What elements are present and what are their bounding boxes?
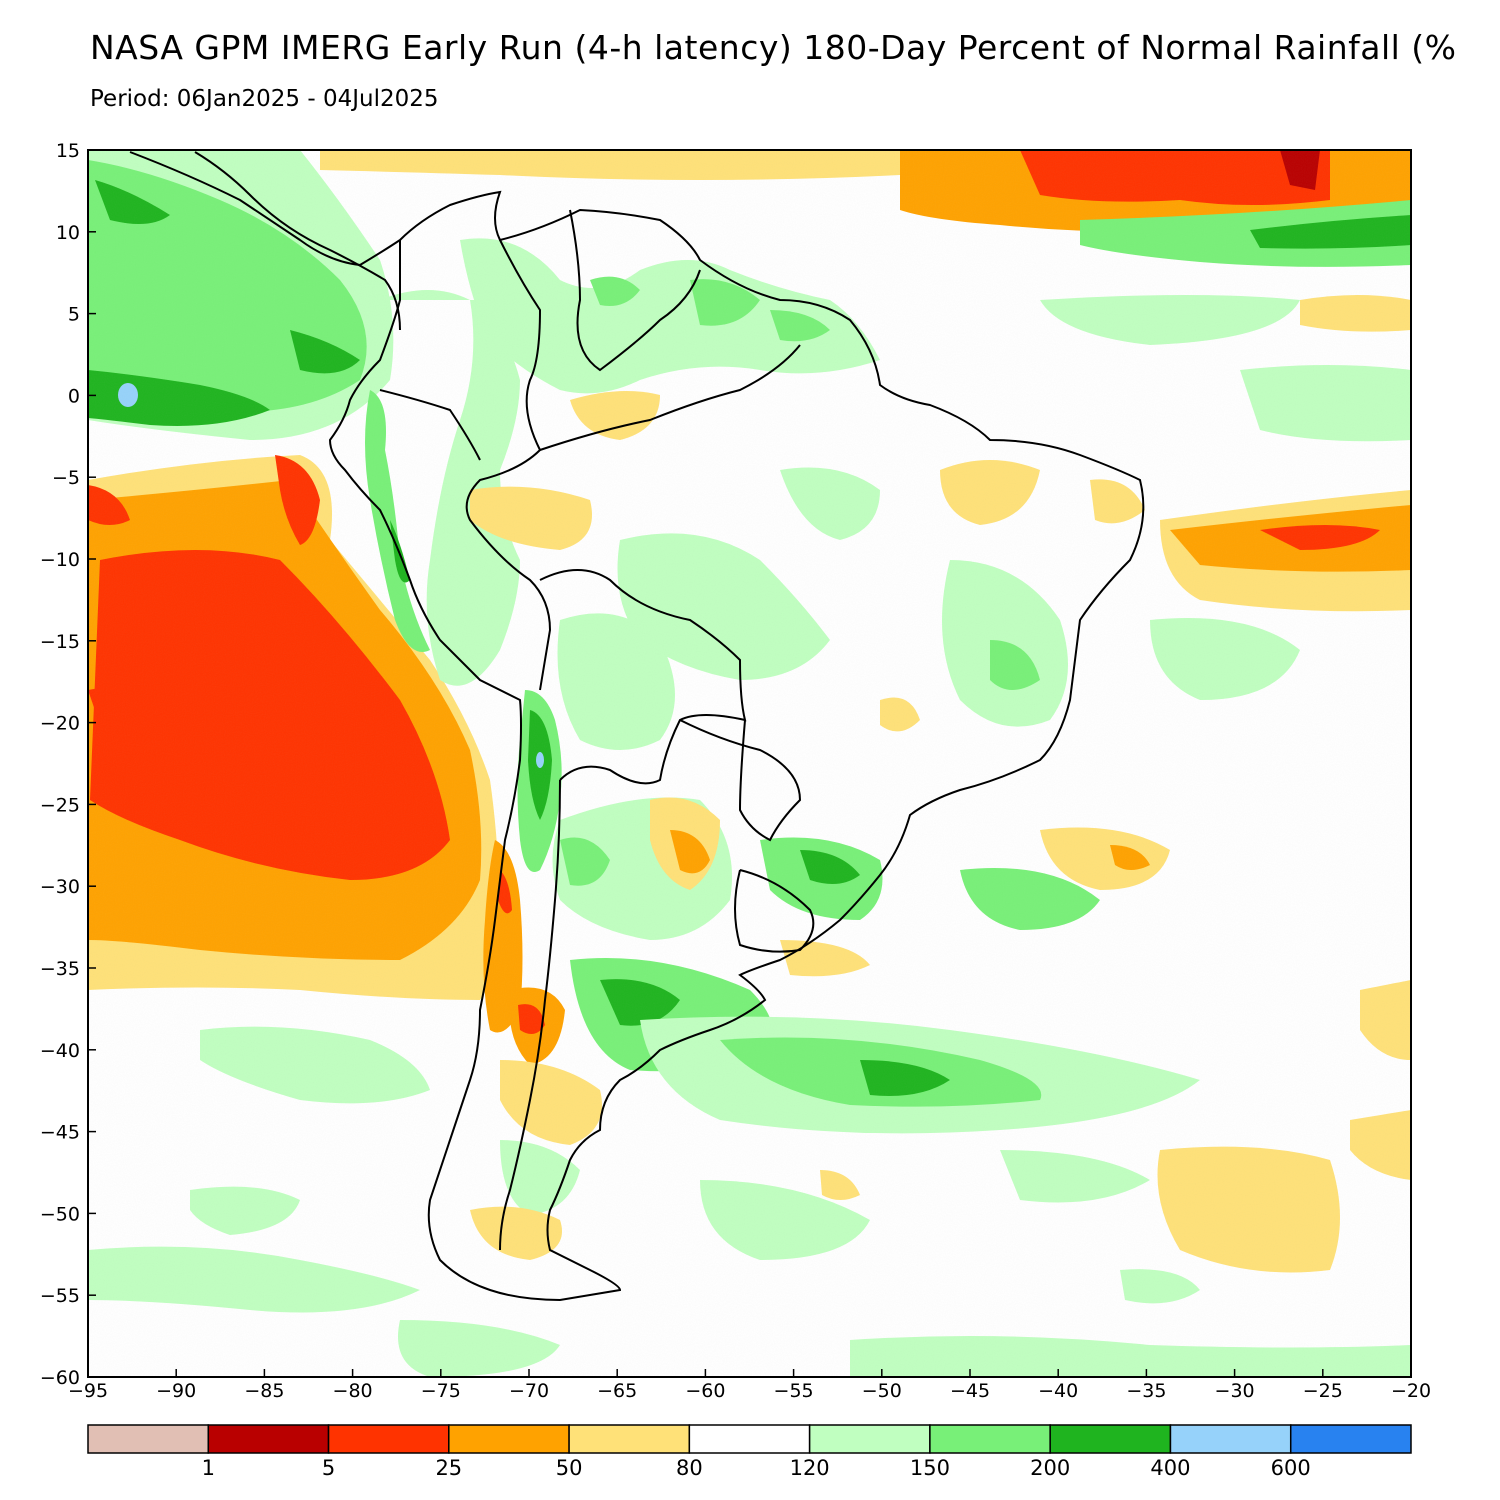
x-axis: −95 −90 −85 −80 −75 −70 −65 −60 −55 −50 −45 −40 −35 −… [68,1369,1431,1402]
colorbar-swatch [568,1424,691,1454]
y-tick-label: 5 [68,304,80,326]
colorbar-swatch [207,1424,330,1454]
colorbar-swatch [1289,1424,1412,1454]
x-tick-label: −90 [156,1380,196,1402]
y-tick-label: −50 [40,1203,80,1225]
x-tick-label: −60 [685,1380,725,1402]
x-tick-label: −50 [862,1380,902,1402]
map-title: NASA GPM IMERG Early Run (4-h latency) 1… [90,28,1457,67]
x-tick-label: −55 [774,1380,814,1402]
y-tick-label: −45 [40,1122,80,1144]
y-tick-label: −30 [40,876,80,898]
rainfall-field [88,150,1411,1377]
y-tick-label: −10 [40,549,80,571]
y-tick-label: 10 [56,222,80,244]
colorbar-label: 1 [202,1456,215,1480]
period-subtitle: Period: 06Jan2025 - 04Jul2025 [90,86,439,112]
y-tick-label: −5 [52,467,80,489]
x-tick-label: −20 [1391,1380,1431,1402]
colorbar-swatch [327,1424,450,1454]
colorbar-swatch [1049,1424,1172,1454]
x-tick-label: −65 [597,1380,637,1402]
x-tick-label: −75 [421,1380,461,1402]
colorbar-swatch [688,1424,811,1454]
x-tick-label: −85 [244,1380,284,1402]
y-tick-label: −55 [40,1285,80,1307]
colorbar-label: 5 [322,1456,335,1480]
colorbar-label: 25 [435,1456,462,1480]
x-tick-label: −35 [1126,1380,1166,1402]
x-tick-label: −45 [950,1380,990,1402]
y-tick-label: −25 [40,794,80,816]
colorbar: 1 5 25 50 80 120 150 200 400 600 [87,1424,1412,1480]
colorbar-swatch [87,1424,210,1454]
y-axis: 15 10 5 0 −5 −10 −15 −20 −25 −30 −35 −40 −45 −50 −55 −6… [40,140,96,1389]
colorbar-label: 600 [1271,1456,1311,1480]
colorbar-label: 50 [556,1456,583,1480]
x-tick-label: −95 [68,1380,108,1402]
y-tick-label: −15 [40,631,80,653]
y-tick-label: −40 [40,1040,80,1062]
coastlines [129,151,1145,1302]
x-tick-label: −80 [333,1380,373,1402]
y-tick-label: −35 [40,958,80,980]
colorbar-swatch [1169,1424,1292,1454]
x-tick-label: −30 [1215,1380,1255,1402]
colorbar-label: 80 [676,1456,703,1480]
y-tick-label: 15 [56,140,80,162]
x-tick-label: −70 [509,1380,549,1402]
x-tick-label: −25 [1303,1380,1343,1402]
x-tick-label: −40 [1038,1380,1078,1402]
colorbar-swatch [448,1424,570,1454]
plot-frame [87,149,1412,1378]
y-tick-label: −20 [40,713,80,735]
colorbar-label: 120 [790,1456,830,1480]
colorbar-label: 150 [910,1456,950,1480]
colorbar-label: 400 [1150,1456,1190,1480]
colorbar-swatch [929,1424,1051,1454]
colorbar-swatch [808,1424,931,1454]
y-tick-label: −60 [40,1367,80,1389]
colorbar-label: 200 [1030,1456,1070,1480]
y-tick-label: 0 [68,385,80,407]
